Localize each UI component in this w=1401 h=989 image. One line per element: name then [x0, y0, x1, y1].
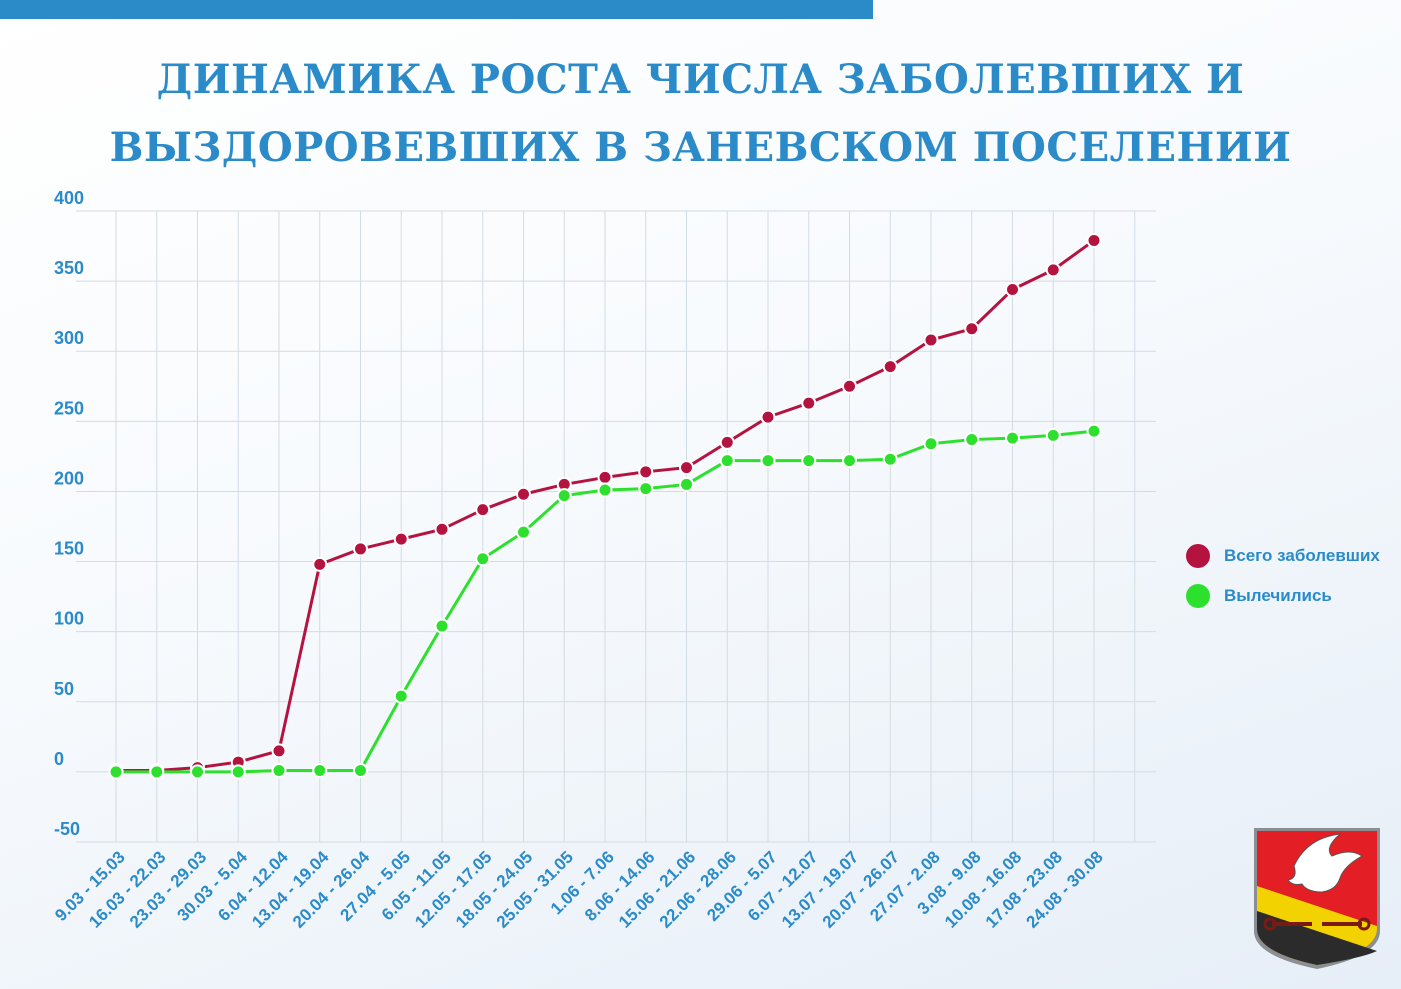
- data-point-sick: [679, 460, 694, 476]
- chart-legend: Всего заболевших Вылечились: [1186, 536, 1380, 616]
- data-point-recovered: [801, 453, 817, 469]
- legend-item-recovered: Вылечились: [1186, 576, 1380, 616]
- data-point-recovered: [108, 764, 124, 780]
- data-point-recovered: [230, 764, 246, 780]
- data-point-recovered: [1045, 427, 1061, 443]
- data-point-sick: [801, 395, 817, 411]
- data-point-sick: [1005, 282, 1020, 298]
- y-tick-label: 50: [54, 679, 74, 699]
- top-accent-bar: [0, 0, 873, 19]
- data-point-sick: [434, 521, 450, 537]
- legend-label-recovered: Вылечились: [1224, 586, 1332, 605]
- data-point-sick: [353, 541, 368, 557]
- data-point-sick: [271, 743, 287, 759]
- data-point-recovered: [638, 481, 654, 497]
- legend-item-sick: Всего заболевших: [1186, 536, 1380, 576]
- y-tick-label: 0: [54, 749, 64, 769]
- chart-title-line-1: ДИНАМИКА РОСТА ЧИСЛА ЗАБОЛЕВШИХ И: [156, 56, 1245, 103]
- data-point-sick: [1045, 262, 1061, 278]
- data-point-recovered: [353, 762, 368, 778]
- data-point-sick: [312, 556, 328, 572]
- data-point-recovered: [923, 436, 939, 452]
- data-point-sick: [393, 531, 409, 547]
- data-point-recovered: [312, 762, 328, 778]
- coat-of-arms-emblem: [1254, 828, 1380, 969]
- y-tick-label: 200: [54, 468, 84, 488]
- data-point-sick: [638, 464, 654, 480]
- y-tick-label: 250: [54, 398, 84, 418]
- legend-marker-recovered: [1186, 584, 1210, 608]
- data-point-recovered: [1005, 430, 1020, 446]
- data-point-recovered: [597, 482, 613, 498]
- y-tick-label: 150: [54, 539, 84, 559]
- chart-title-line-2: ВЫЗДОРОВЕВШИХ В ЗАНЕВСКОМ ПОСЕЛЕНИИ: [109, 124, 1292, 171]
- data-point-recovered: [964, 432, 980, 448]
- data-point-sick: [923, 332, 939, 348]
- y-tick-label: 400: [54, 188, 84, 208]
- data-point-recovered: [475, 551, 491, 567]
- data-point-sick: [842, 378, 857, 394]
- legend-label-sick: Всего заболевших: [1224, 546, 1380, 565]
- data-point-recovered: [719, 453, 735, 469]
- legend-marker-sick: [1186, 544, 1210, 568]
- data-point-sick: [1086, 232, 1102, 248]
- data-point-sick: [719, 434, 735, 450]
- y-tick-label: 300: [54, 328, 84, 348]
- data-point-recovered: [882, 451, 898, 467]
- y-tick-label: -50: [54, 819, 80, 839]
- y-tick-label: 350: [54, 258, 84, 278]
- data-point-recovered: [434, 618, 450, 634]
- data-point-recovered: [516, 524, 531, 540]
- data-point-recovered: [842, 453, 857, 469]
- data-point-recovered: [190, 764, 205, 780]
- data-point-sick: [516, 486, 531, 502]
- data-point-recovered: [393, 688, 409, 704]
- data-point-sick: [882, 359, 898, 375]
- data-point-sick: [475, 502, 491, 518]
- data-point-recovered: [679, 476, 694, 492]
- data-point-recovered: [1086, 423, 1102, 439]
- data-point-sick: [760, 409, 776, 425]
- data-point-sick: [597, 469, 613, 485]
- data-point-sick: [964, 321, 980, 337]
- data-point-recovered: [271, 762, 287, 778]
- y-tick-label: 100: [54, 609, 84, 629]
- data-point-recovered: [149, 764, 165, 780]
- data-point-recovered: [556, 488, 572, 504]
- data-point-recovered: [760, 453, 776, 469]
